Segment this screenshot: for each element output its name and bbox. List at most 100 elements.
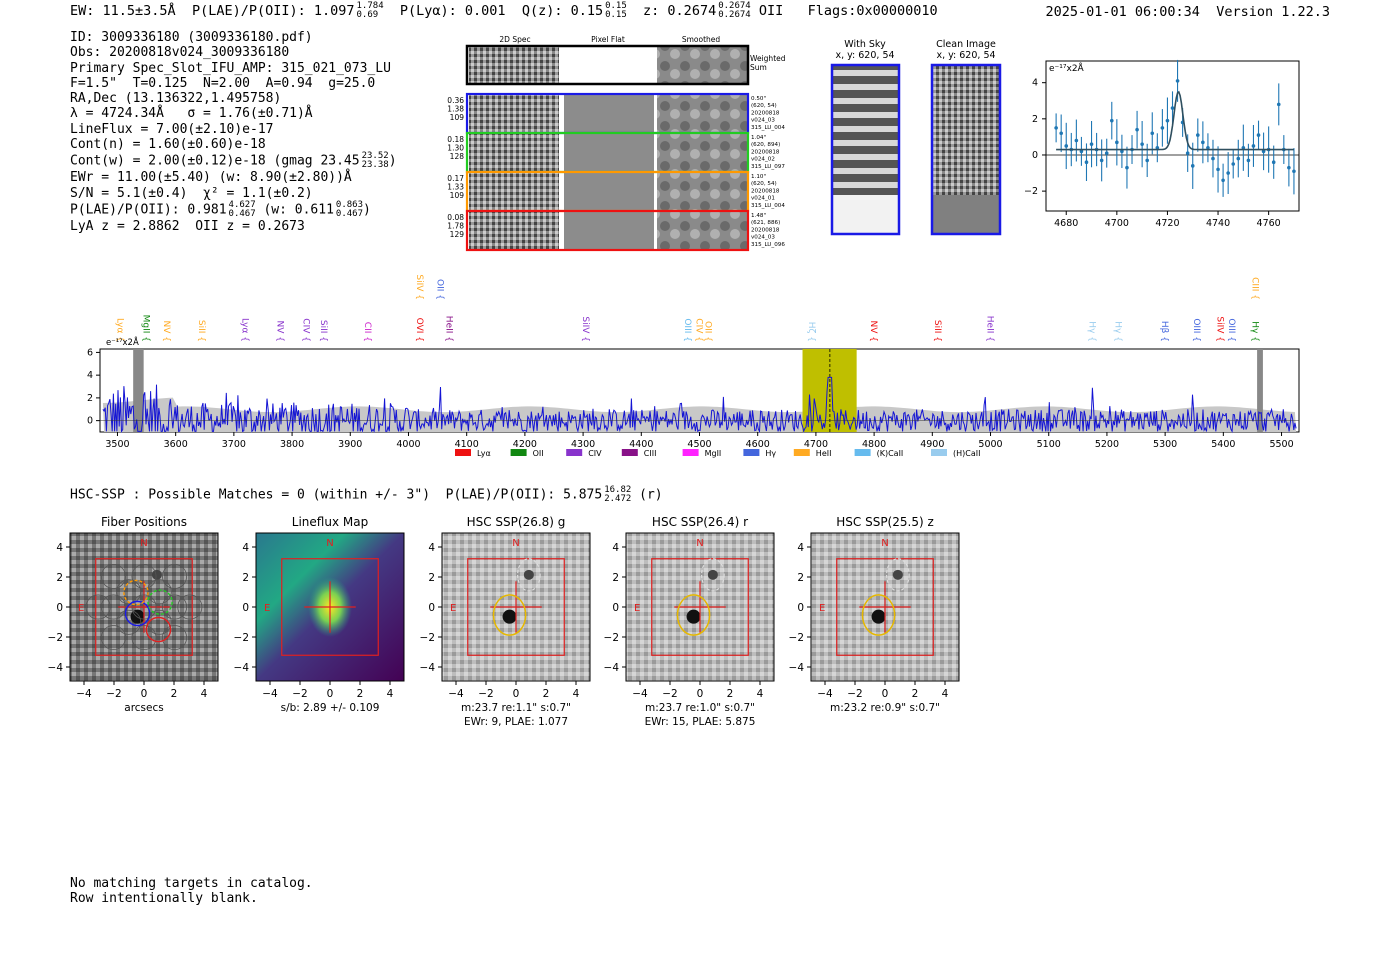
legend-label: OII bbox=[533, 449, 544, 458]
row-right-label: 315_LU_097 bbox=[751, 164, 785, 170]
header-z-hi: 0.2674 bbox=[718, 1, 751, 11]
row-pixelflat bbox=[564, 95, 654, 132]
full-line-label: Hγ { bbox=[1086, 321, 1096, 342]
hsc-ytick-label: −2 bbox=[789, 632, 804, 644]
row-left-label: 0.36 bbox=[447, 96, 464, 105]
hsc-ytick-label: −4 bbox=[604, 662, 620, 674]
info-plae-end: ) bbox=[363, 202, 371, 218]
hsc-ytick-label: 0 bbox=[612, 602, 619, 614]
header-plae-lo: 0.69 bbox=[356, 10, 379, 20]
row-right-label: (620, 54) bbox=[751, 103, 777, 109]
full-line-label: OVI { bbox=[414, 318, 424, 342]
with-sky-frame bbox=[830, 63, 901, 236]
hsc-xtick-label: 0 bbox=[513, 688, 520, 700]
zoom-point bbox=[1089, 142, 1094, 146]
full-ytick-label: 4 bbox=[87, 370, 93, 381]
hsc-xtick-label: 4 bbox=[757, 688, 764, 700]
fiber-circle bbox=[146, 609, 172, 635]
header-summary: EW: 11.5±3.5Å P(LAE)/P(OII): 1.097 1.784 0… bbox=[70, 2, 938, 20]
info-lya: LyA z = 2.8862 OII z = 0.2673 bbox=[70, 218, 305, 234]
zoom-point bbox=[1221, 178, 1225, 183]
row-right-label: v024_01 bbox=[751, 196, 775, 202]
full-xtick-label: 3800 bbox=[280, 439, 304, 450]
row-left-label: 1.33 bbox=[447, 183, 464, 192]
zoom-point bbox=[1079, 149, 1084, 154]
hsc-panel-title: Lineflux Map bbox=[292, 515, 368, 529]
hsc-xtick-label: 2 bbox=[357, 688, 364, 700]
info-obs: Obs: 20200818v024_3009336180 bbox=[70, 45, 290, 61]
zoom-point bbox=[1211, 156, 1215, 161]
footer-notes: No matching targets in catalog. Row inten… bbox=[70, 876, 313, 906]
row-right-label: 20200818 bbox=[751, 149, 780, 155]
full-line-label: CIV { bbox=[301, 318, 311, 342]
row-right-label: v024_02 bbox=[751, 157, 775, 163]
weighted-label-1: Weighted bbox=[750, 54, 786, 63]
hsc-xtick-label: 4 bbox=[387, 688, 394, 700]
full-xtick-label: 3500 bbox=[105, 439, 129, 450]
full-line-label: CII { bbox=[362, 322, 372, 342]
hsc-ytick-label: 2 bbox=[242, 572, 249, 584]
hsc-north-label: N bbox=[140, 538, 147, 549]
weighted-frame bbox=[465, 44, 750, 86]
zoom-point bbox=[1226, 171, 1230, 175]
header-qz: Q(z): 0.15 bbox=[521, 3, 604, 19]
hsc-neighbor-ellipse bbox=[701, 558, 725, 592]
full-line-label: SiIV { bbox=[1215, 316, 1225, 342]
full-line-label: NV { bbox=[868, 321, 878, 342]
zoom-point bbox=[1216, 167, 1220, 172]
full-xtick-label: 4600 bbox=[746, 439, 770, 450]
hsc-xtick-label: 0 bbox=[697, 688, 704, 700]
full-xtick-label: 5400 bbox=[1211, 439, 1235, 450]
hsc-source-blob bbox=[686, 609, 701, 624]
row-right-label: v024_03 bbox=[751, 235, 775, 241]
clean-lower bbox=[933, 195, 999, 233]
full-xtick-label: 4200 bbox=[513, 439, 537, 450]
hsc-search-box bbox=[95, 558, 193, 656]
col-label-pixelflat: Pixel Flat bbox=[591, 35, 625, 44]
row-2dspec bbox=[469, 212, 559, 249]
zoom-point bbox=[1256, 133, 1261, 137]
hsc-xtick-label: −4 bbox=[817, 688, 833, 700]
header-version: Version 1.22.3 bbox=[1216, 4, 1330, 20]
header-z-line: OII bbox=[758, 3, 784, 19]
row-right-label: 1.04" bbox=[751, 135, 766, 141]
fiber-circle bbox=[116, 609, 142, 635]
legend-label: CIII bbox=[644, 449, 657, 458]
zoom-point bbox=[1276, 102, 1281, 107]
hsc-north-label: N bbox=[696, 538, 703, 549]
row-left-label: 109 bbox=[450, 191, 465, 200]
hsc-ytick-label: 0 bbox=[428, 602, 435, 614]
zoom-point bbox=[1190, 164, 1195, 168]
zoom-ytick-label: 4 bbox=[1032, 78, 1038, 89]
info-id: ID: 3009336180 (3009336180.pdf) bbox=[70, 30, 313, 45]
zoom-point bbox=[1271, 160, 1276, 165]
info-primary: Primary Spec_Slot_IFU_AMP: 315_021_073_L… bbox=[70, 60, 391, 76]
full-line-label: NV { bbox=[161, 321, 171, 342]
zoom-xtick-label: 4700 bbox=[1105, 218, 1129, 229]
hsc-xtick-label: −2 bbox=[292, 688, 307, 700]
hsc-aperture-ellipse bbox=[492, 594, 527, 636]
hsc-xtick-label: 4 bbox=[573, 688, 580, 700]
hsc-summary-text: HSC-SSP : Possible Matches = 0 (within +… bbox=[70, 487, 603, 503]
info-lineflux: LineFlux = 7.00(±2.10)e-17 bbox=[70, 121, 274, 137]
hsc-xtick-label: 4 bbox=[201, 688, 208, 700]
hsc-xtick-label: −2 bbox=[662, 688, 677, 700]
header-plae-label: P(LAE)/P(OII): bbox=[191, 3, 306, 19]
zoom-ytick-label: 0 bbox=[1032, 150, 1038, 161]
hsc-xtick-label: 0 bbox=[882, 688, 889, 700]
info-radec: RA,Dec (13.136322,1.495758) bbox=[70, 91, 282, 107]
hsc-search-box bbox=[651, 558, 749, 656]
hsc-ytick-label: 4 bbox=[612, 542, 619, 554]
fiber-circle bbox=[177, 594, 203, 620]
zoom-point bbox=[1201, 140, 1205, 145]
header-plae-value: 1.097 bbox=[313, 3, 355, 19]
hsc-ytick-label: 0 bbox=[242, 602, 249, 614]
legend-swatch bbox=[854, 449, 871, 456]
hsc-ytick-label: 4 bbox=[56, 542, 63, 554]
info-plae-w-hi: 0.863 bbox=[335, 199, 364, 210]
zoom-point bbox=[1074, 138, 1079, 143]
row-pixelflat bbox=[564, 212, 654, 249]
hsc-lo: 2.472 bbox=[604, 494, 632, 504]
full-xtick-label: 5500 bbox=[1269, 439, 1293, 450]
hsc-neighbor-ellipse bbox=[886, 558, 910, 592]
